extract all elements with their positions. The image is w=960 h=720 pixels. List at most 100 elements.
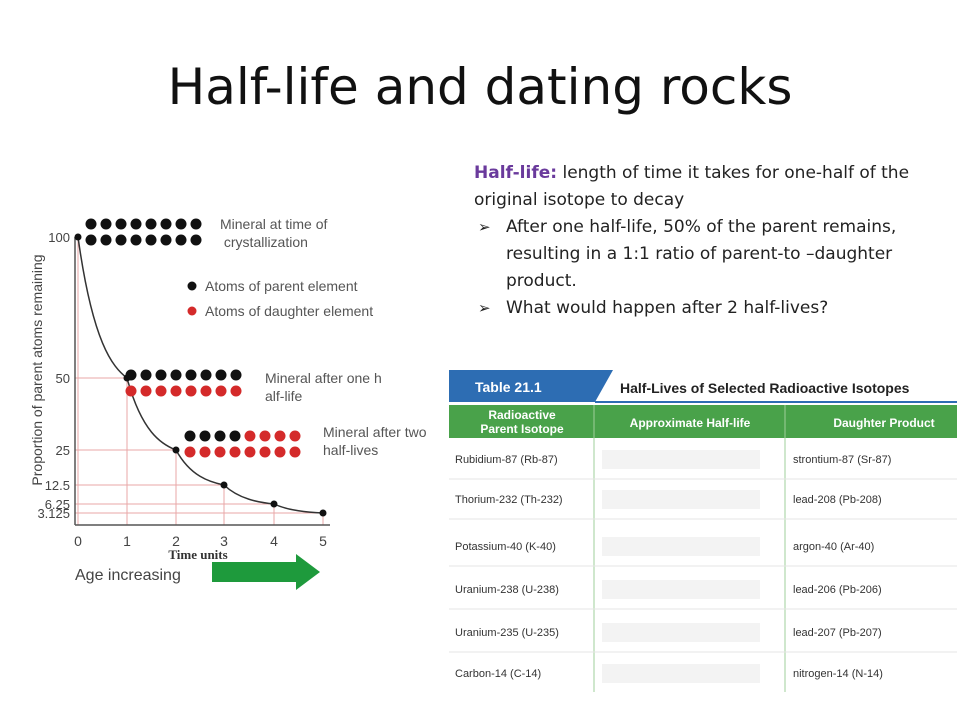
cell-parent-isotope: Uranium-238 (U-238) [455, 584, 559, 596]
daughter-atom [244, 446, 256, 458]
data-point [172, 446, 180, 454]
definition: Half-life: length of time it takes for o… [474, 160, 954, 214]
arrow-bullet-icon: ➢ [478, 299, 491, 317]
definition-term: Half-life: [474, 163, 558, 183]
page-title: Half-life and dating rocks [167, 58, 793, 116]
parent-atom [230, 369, 242, 381]
legend: Atoms of parent element Atoms of daughte… [187, 278, 373, 319]
daughter-atom [155, 385, 167, 397]
daughter-atom [244, 430, 256, 442]
legend-parent-label: Atoms of parent element [205, 278, 358, 294]
table-number: Table 21.1 [475, 379, 542, 395]
half-life-graph: Proportion of parent atoms remaining Tim… [29, 216, 430, 590]
cell-daughter-product: lead-207 (Pb-207) [793, 627, 882, 639]
legend-daughter-swatch [187, 306, 197, 316]
parent-atom [190, 218, 202, 230]
parent-atom [145, 234, 157, 246]
y-tick-label: 25 [56, 443, 70, 458]
y-tick-label: 50 [56, 371, 70, 386]
mineral-label: Mineral after two half-lives [323, 424, 430, 458]
x-tick-label: 2 [172, 533, 180, 549]
daughter-atom [274, 446, 286, 458]
daughter-atom [199, 446, 211, 458]
x-tick-label: 3 [220, 533, 228, 549]
bullet-item: ➢ After one half-life, 50% of the parent … [474, 214, 954, 295]
parent-atom [175, 218, 187, 230]
text-block: Half-life: length of time it takes for o… [474, 160, 954, 322]
daughter-atom [125, 385, 137, 397]
parent-atom [115, 234, 127, 246]
cell-half-life-blank [602, 623, 760, 642]
age-arrow-icon [212, 554, 320, 590]
cell-daughter-product: nitrogen-14 (N-14) [793, 668, 883, 680]
cell-half-life-blank [602, 450, 760, 469]
parent-atom [130, 234, 142, 246]
parent-atom [160, 234, 172, 246]
data-point [220, 481, 228, 489]
cell-half-life-blank [602, 664, 760, 683]
bullet-text: After one half-life, 50% of the parent r… [506, 217, 897, 291]
data-point [74, 233, 82, 241]
arrow-bullet-icon: ➢ [478, 218, 491, 236]
y-tick-labels: 100 50 25 12.5 6.253.125 [37, 230, 70, 521]
mineral-label: Mineral at time of crystallization [220, 216, 327, 250]
cell-half-life-blank [602, 537, 760, 556]
data-point [319, 509, 327, 517]
parent-atom [130, 218, 142, 230]
y-tick-label: 100 [48, 230, 70, 245]
daughter-atom [200, 385, 212, 397]
bullet-text: What would happen after 2 half-lives? [506, 298, 829, 318]
x-caption: Age increasing [75, 567, 181, 584]
parent-atom [185, 369, 197, 381]
daughter-atom [259, 430, 271, 442]
header-half-life: Approximate Half-life [630, 416, 751, 430]
cell-daughter-product: strontium-87 (Sr-87) [793, 454, 891, 466]
parent-atom [214, 430, 226, 442]
daughter-atom [140, 385, 152, 397]
daughter-atom [289, 446, 301, 458]
cell-parent-isotope: Rubidium-87 (Rb-87) [455, 454, 558, 466]
cell-daughter-product: argon-40 (Ar-40) [793, 541, 874, 553]
parent-atom [190, 234, 202, 246]
parent-atom [170, 369, 182, 381]
table-rows: Rubidium-87 (Rb-87) strontium-87 (Sr-87) T… [449, 450, 957, 683]
parent-atom [160, 218, 172, 230]
cell-half-life-blank [602, 490, 760, 509]
cell-daughter-product: lead-206 (Pb-206) [793, 584, 882, 596]
x-tick-label: 0 [74, 533, 82, 549]
daughter-atom [214, 446, 226, 458]
parent-atom [184, 430, 196, 442]
y-tick-label: 6.25 [45, 497, 70, 512]
cell-daughter-product: lead-208 (Pb-208) [793, 494, 882, 506]
x-axis-label: Time units [168, 547, 227, 562]
parent-atom [229, 430, 241, 442]
parent-atom [100, 234, 112, 246]
parent-atom [200, 369, 212, 381]
x-tick-label: 1 [123, 533, 131, 549]
mineral-annotations: Mineral at time of crystallization Minera… [220, 216, 430, 458]
bullet-list: ➢ After one half-life, 50% of the parent … [474, 214, 954, 322]
header-parent-isotope: Radioactive Parent Isotope [480, 408, 564, 436]
parent-atom [145, 218, 157, 230]
daughter-atom [274, 430, 286, 442]
data-point [270, 500, 278, 508]
parent-atom [125, 369, 137, 381]
parent-atom [175, 234, 187, 246]
mineral-label: Mineral after one h alf-life [265, 370, 382, 404]
table-number-tab [449, 370, 613, 402]
daughter-atom [230, 385, 242, 397]
cell-parent-isotope: Carbon-14 (C-14) [455, 668, 541, 680]
daughter-atom [170, 385, 182, 397]
cell-parent-isotope: Thorium-232 (Th-232) [455, 494, 563, 506]
parent-atom [199, 430, 211, 442]
x-tick-label: 5 [319, 533, 327, 549]
daughter-atom [184, 446, 196, 458]
cell-parent-isotope: Uranium-235 (U-235) [455, 627, 559, 639]
parent-atom [140, 369, 152, 381]
parent-atom [85, 234, 97, 246]
legend-parent-swatch [187, 281, 197, 291]
definition-text: length of time it takes for one-half of … [474, 163, 910, 210]
daughter-atom [289, 430, 301, 442]
parent-atom [155, 369, 167, 381]
parent-atom [215, 369, 227, 381]
